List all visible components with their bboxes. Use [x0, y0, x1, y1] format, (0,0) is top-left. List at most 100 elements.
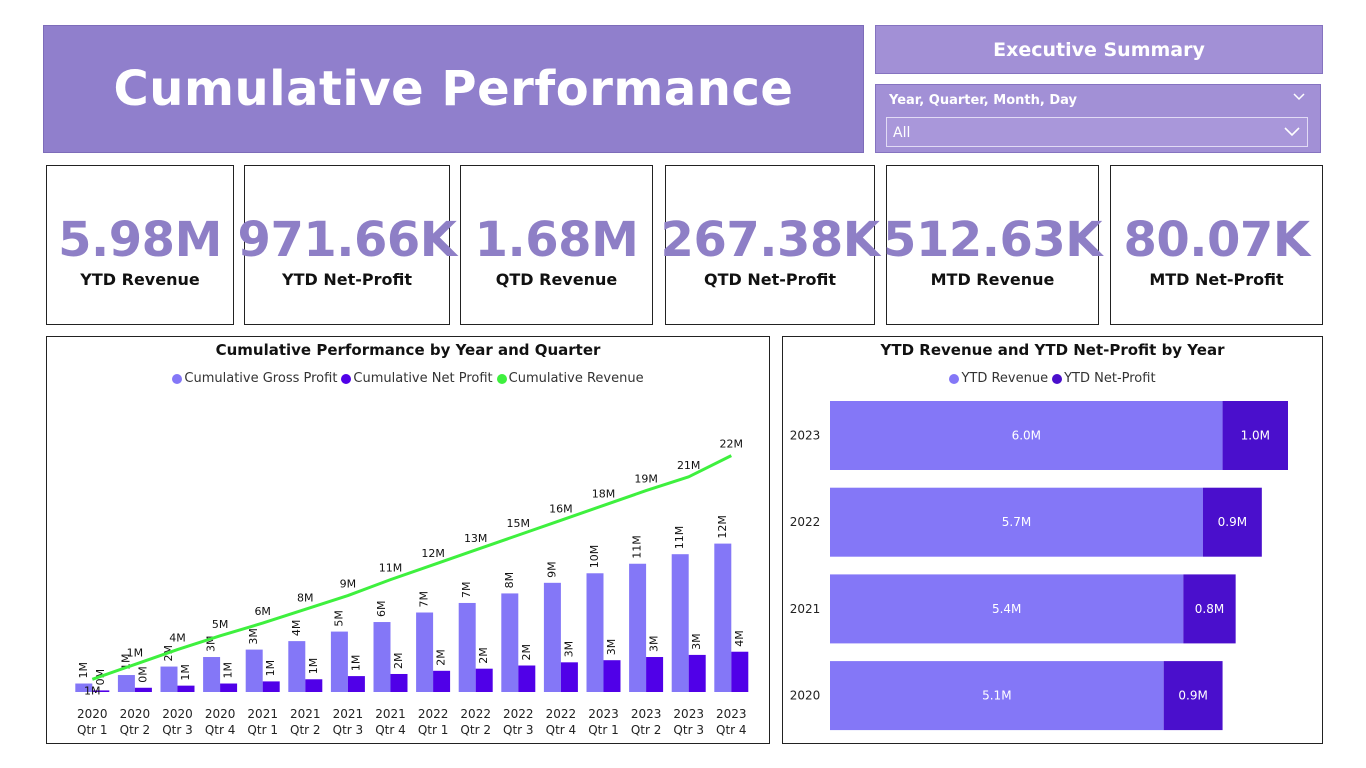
slicer-label: Year, Quarter, Month, Day — [889, 93, 1077, 108]
legend-item[interactable]: Cumulative Revenue — [496, 371, 644, 386]
revenue-data-label: 18M — [592, 487, 616, 500]
chart-title: YTD Revenue and YTD Net-Profit by Year — [880, 341, 1225, 359]
x-tick-label-quarter: Qtr 2 — [120, 723, 151, 737]
net-profit-data-label: 2M — [477, 647, 490, 664]
revenue-data-label: 5M — [212, 618, 229, 631]
kpi-value: 5.98M — [58, 212, 222, 268]
gross-profit-bar — [458, 602, 476, 692]
kpi-label: MTD Net-Profit — [1149, 270, 1284, 289]
gross-profit-data-label: 9M — [545, 561, 558, 578]
gross-profit-bar — [117, 675, 135, 692]
ytd-net-profit-bar — [1202, 487, 1262, 557]
chart-legend: Cumulative Gross Profit Cumulative Net P… — [47, 371, 769, 386]
x-tick-label-quarter: Qtr 1 — [77, 723, 108, 737]
revenue-line — [91, 454, 732, 681]
kpi-value: 512.63K — [883, 212, 1102, 268]
x-tick-label-quarter: Qtr 1 — [247, 723, 278, 737]
kpi-label: YTD Net-Profit — [282, 270, 412, 289]
chevron-down-icon[interactable] — [1292, 91, 1306, 103]
x-tick-label-quarter: Qtr 2 — [290, 723, 321, 737]
net-profit-bar — [560, 662, 578, 692]
x-tick-label-quarter: Qtr 3 — [162, 723, 193, 737]
y-tick-label: 2021 — [790, 602, 821, 616]
page-title: Cumulative Performance — [113, 61, 794, 117]
revenue-data-label: 12M — [421, 547, 445, 560]
revenue-data-label: 22M — [720, 438, 744, 451]
gross-profit-bar — [629, 563, 647, 692]
executive-summary-button[interactable]: Executive Summary — [875, 25, 1323, 74]
net-profit-data-label: 1M — [264, 660, 277, 677]
legend-label: YTD Net-Profit — [1064, 371, 1156, 386]
legend-item[interactable]: YTD Revenue — [949, 371, 1048, 386]
net-profit-data-label: 0M — [136, 666, 149, 683]
kpi-value: 1.68M — [474, 212, 639, 268]
revenue-data-label: 16M — [549, 502, 573, 515]
ytd-net-profit-data-label: 1.0M — [1241, 429, 1270, 443]
kpi-label: QTD Revenue — [495, 270, 618, 289]
legend-item[interactable]: YTD Net-Profit — [1052, 371, 1156, 386]
net-profit-data-label: 2M — [435, 649, 448, 666]
revenue-data-label: 11M — [379, 562, 403, 575]
chevron-down-icon — [1284, 127, 1300, 137]
ytd-net-profit-bar — [1163, 661, 1223, 731]
net-profit-bar — [134, 687, 152, 692]
net-profit-bar — [347, 676, 365, 692]
revenue-data-label: 1M — [84, 684, 101, 697]
net-profit-data-label: 1M — [307, 658, 320, 675]
revenue-data-label: 9M — [340, 578, 357, 591]
gross-profit-bar — [245, 649, 263, 692]
ytd-revenue-bar — [830, 401, 1223, 470]
slicer-dropdown[interactable]: All — [886, 117, 1308, 147]
x-tick-label-year: 2021 — [290, 707, 321, 721]
gross-profit-bar — [330, 631, 348, 692]
ytd-net-profit-bar — [1183, 574, 1236, 644]
gross-profit-bar — [416, 612, 434, 692]
y-tick-label: 2020 — [790, 689, 821, 703]
legend-item[interactable]: Cumulative Net Profit — [341, 371, 493, 386]
cumulative-chart-panel: Cumulative Performance by Year and Quart… — [46, 336, 770, 744]
legend-label: Cumulative Net Profit — [353, 371, 493, 386]
legend-dot-ytd-net-profit — [1052, 373, 1063, 384]
x-tick-label-quarter: Qtr 3 — [503, 723, 534, 737]
revenue-data-label: 4M — [169, 632, 186, 645]
net-profit-bar — [262, 681, 280, 692]
revenue-data-label: 13M — [464, 532, 488, 545]
net-profit-data-label: 2M — [520, 644, 533, 661]
y-tick-label: 2023 — [790, 429, 821, 443]
x-tick-label-quarter: Qtr 4 — [375, 723, 406, 737]
net-profit-bar — [220, 683, 238, 692]
net-profit-bar — [731, 651, 749, 692]
gross-profit-data-label: 8M — [503, 572, 516, 589]
revenue-data-label: 21M — [677, 459, 701, 472]
gross-profit-bar — [288, 641, 306, 692]
x-tick-label-quarter: Qtr 1 — [418, 723, 449, 737]
x-tick-label-year: 2023 — [588, 707, 619, 721]
revenue-data-label: 19M — [634, 473, 658, 486]
x-tick-label-year: 2023 — [716, 707, 747, 721]
legend-item[interactable]: Cumulative Gross Profit — [172, 371, 337, 386]
net-profit-bar — [475, 668, 493, 692]
x-tick-label-year: 2023 — [673, 707, 704, 721]
ytd-revenue-bar — [830, 487, 1203, 557]
x-tick-label-quarter: Qtr 2 — [631, 723, 662, 737]
kpi-value: 80.07K — [1123, 212, 1310, 268]
ytd-chart: 6.0M 1.0M 2023 5.7M 0.9M 2022 5.4M 0.8M 2021 5.1M… — [790, 401, 1288, 731]
kpi-card-mtd-net-profit: 80.07K MTD Net-Profit — [1110, 165, 1323, 325]
net-profit-data-label: 3M — [605, 639, 618, 656]
gross-profit-bar — [75, 683, 93, 692]
net-profit-bar — [390, 673, 408, 692]
x-tick-label-quarter: Qtr 2 — [460, 723, 491, 737]
net-profit-data-label: 1M — [222, 662, 235, 679]
x-tick-label-year: 2020 — [77, 707, 108, 721]
legend-dot-ytd-revenue — [949, 373, 960, 384]
gross-profit-data-label: 1M — [77, 662, 90, 679]
revenue-data-label: 8M — [297, 591, 314, 604]
slicer-value: All — [893, 125, 911, 141]
gross-profit-bar — [714, 543, 732, 692]
x-tick-label-year: 2023 — [631, 707, 662, 721]
x-tick-label-quarter: Qtr 4 — [716, 723, 747, 737]
gross-profit-bar — [671, 554, 689, 692]
x-tick-label-quarter: Qtr 4 — [205, 723, 236, 737]
x-tick-label-year: 2020 — [205, 707, 236, 721]
